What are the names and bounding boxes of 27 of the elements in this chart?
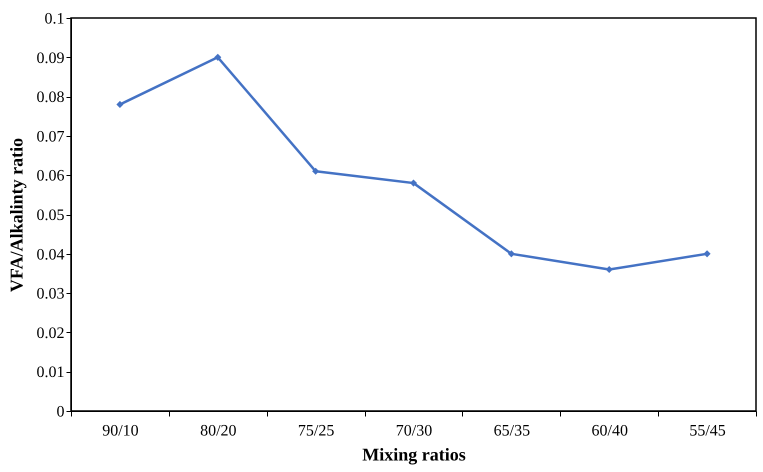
y-tick-label: 0.07: [36, 128, 64, 146]
y-tick-label: 0.01: [36, 364, 64, 382]
y-tick-label: 0.02: [36, 324, 64, 342]
y-tick-label: 0.05: [36, 207, 64, 224]
y-tick-label: 0.03: [36, 286, 64, 303]
y-tick-label: 0.09: [36, 50, 64, 67]
x-tick-label: 65/35: [494, 422, 530, 440]
y-tick-label: 0.08: [36, 89, 64, 106]
point: [704, 250, 711, 258]
x-tick-label: 70/30: [396, 422, 432, 440]
x-tick-label: 90/10: [102, 422, 139, 440]
y-tick-label: 0.1: [44, 10, 64, 28]
point: [116, 100, 124, 108]
x-tick-label: 75/25: [298, 422, 334, 440]
point: [606, 266, 613, 274]
point: [410, 180, 418, 187]
x-tick-label: 80/20: [200, 422, 237, 440]
point: [508, 250, 515, 258]
y-tick-label: 0: [56, 404, 64, 420]
point: [214, 54, 222, 61]
y-axis-title: VFA/Alkalinty ratio: [6, 138, 26, 292]
x-tick-label: 60/40: [591, 422, 628, 440]
y-tick-label: 0.04: [36, 246, 64, 264]
y-tick-label: 0.06: [36, 168, 64, 185]
x-tick-label: 55/45: [689, 422, 726, 440]
point: [312, 168, 320, 175]
x-axis-title: Mixing ratios: [362, 444, 466, 464]
